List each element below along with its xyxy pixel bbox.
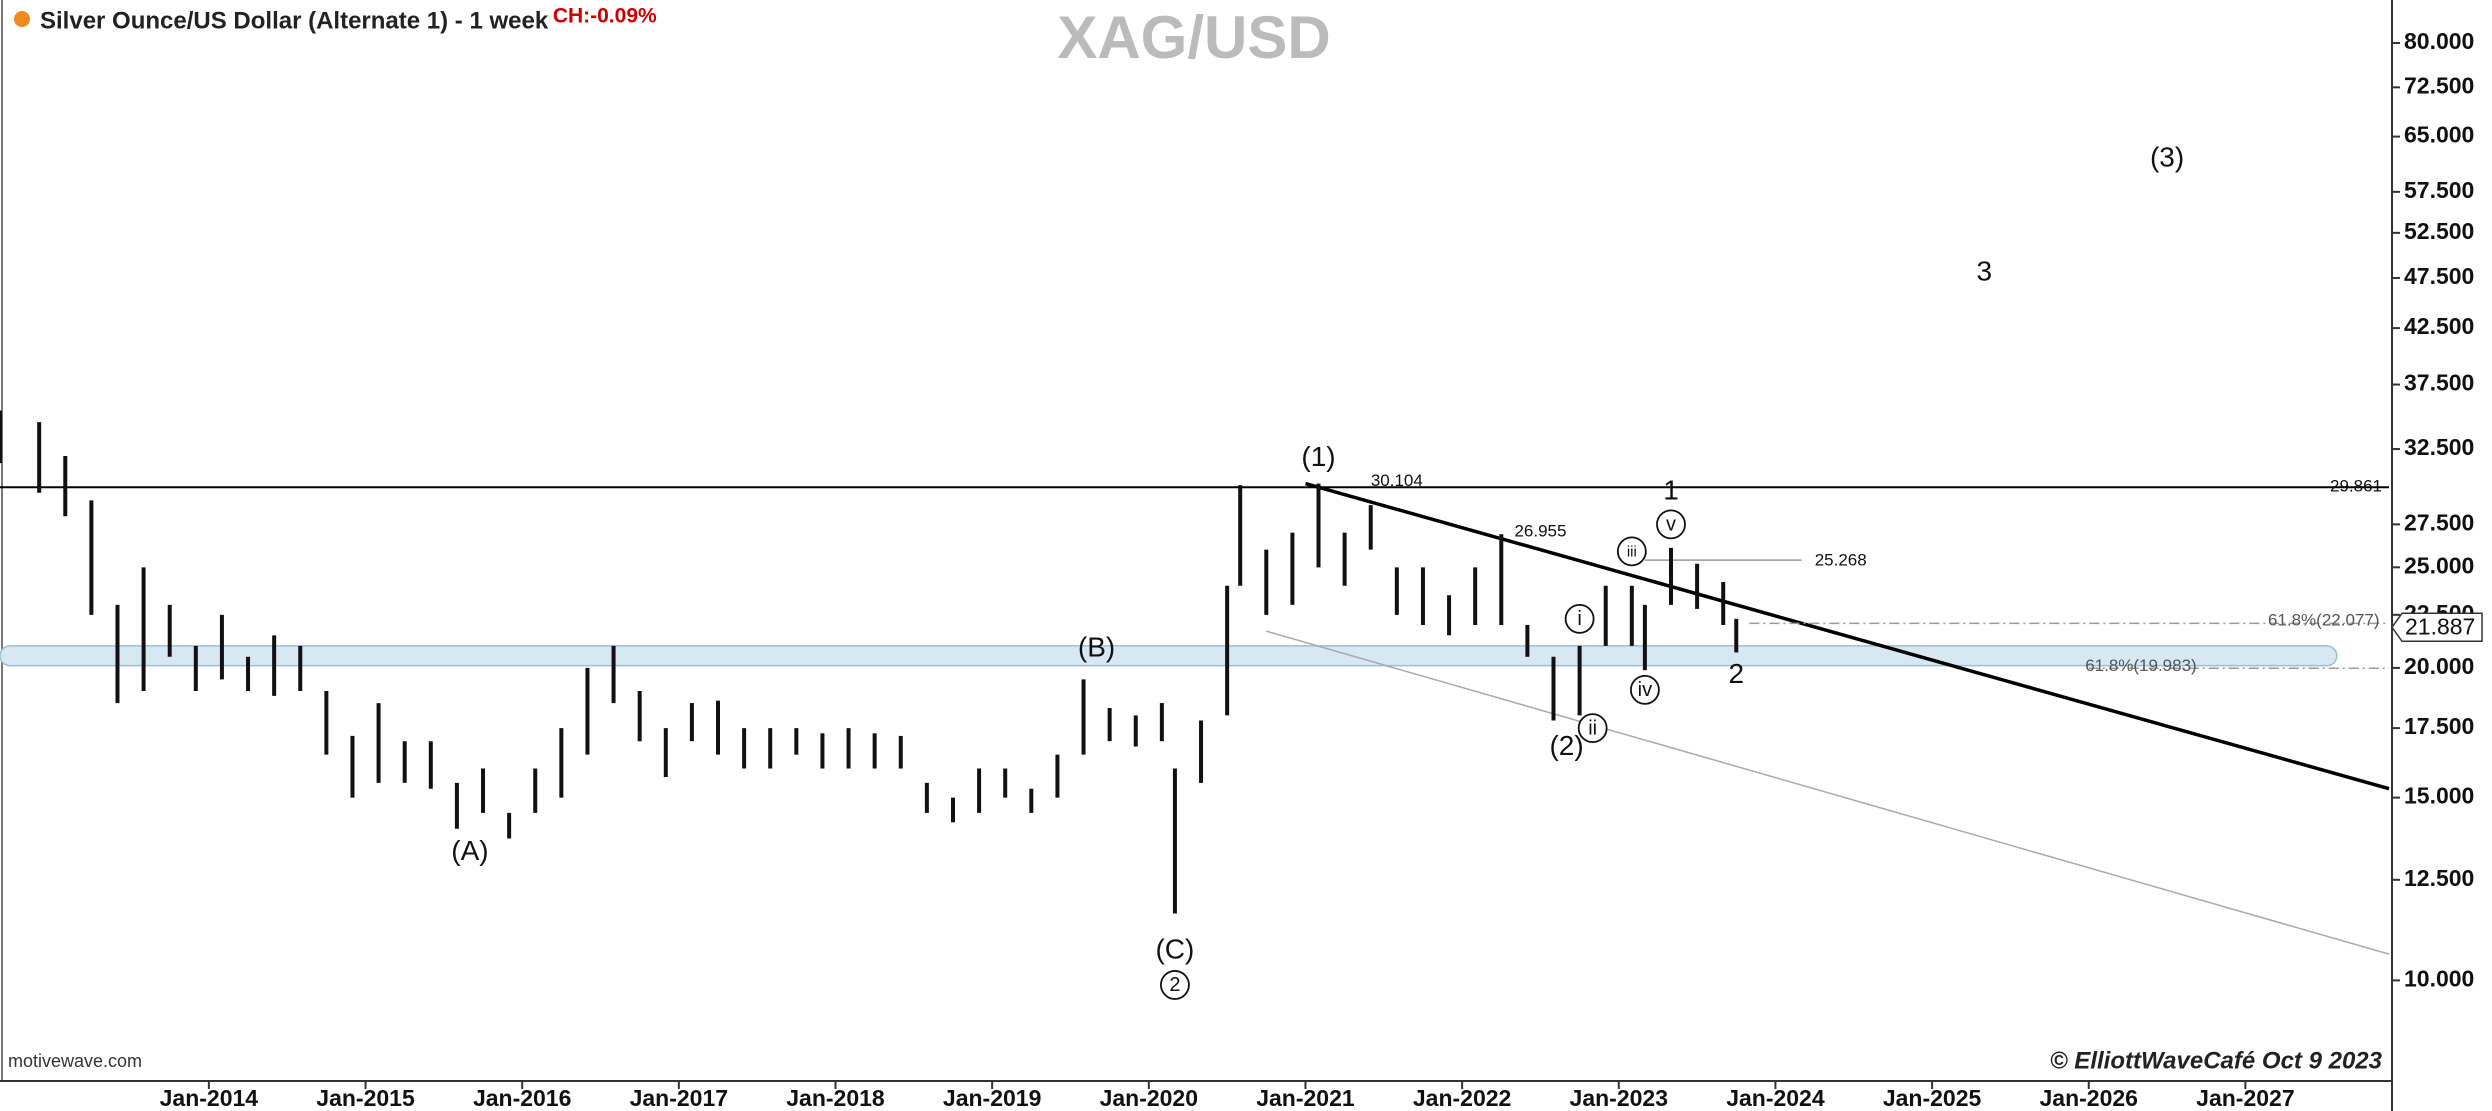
x-tick-label: Jan-2017 xyxy=(630,1085,728,1111)
wave-circle xyxy=(1160,970,1190,1000)
wave-label: iii xyxy=(1627,543,1637,560)
y-tick-label: 32.500 xyxy=(2404,434,2474,460)
status-dot xyxy=(14,11,30,27)
y-tick-label: 65.000 xyxy=(2404,122,2474,148)
source-label: motivewave.com xyxy=(8,1051,142,1071)
x-tick-label: Jan-2027 xyxy=(2196,1085,2294,1111)
trend-line xyxy=(1304,481,2390,791)
wave-label: 25.268 xyxy=(1815,551,1867,570)
x-tick-label: Jan-2014 xyxy=(160,1085,259,1111)
x-tick-label: Jan-2022 xyxy=(1413,1085,1511,1111)
x-tick-label: Jan-2018 xyxy=(786,1085,885,1111)
wave-circle xyxy=(1577,713,1608,744)
bars-layer xyxy=(0,410,1739,914)
y-tick-label: 17.500 xyxy=(2404,713,2474,739)
y-tick-label: 42.500 xyxy=(2404,313,2474,339)
y-tick-label: 25.000 xyxy=(2404,552,2474,578)
last-price-label: 21.887 xyxy=(2405,613,2475,639)
wave-label: v xyxy=(1666,514,1676,536)
wave-label: (B) xyxy=(1078,631,1115,662)
watermark: XAG/USD xyxy=(1057,4,1330,71)
x-tick-label: Jan-2015 xyxy=(316,1085,415,1111)
chart-title: Silver Ounce/US Dollar (Alternate 1) - 1… xyxy=(40,7,549,34)
last-price-box xyxy=(2391,612,2483,643)
wave-label: (A) xyxy=(451,835,488,866)
level-label: 29.861 xyxy=(2330,477,2382,496)
annotation-layer: 29.861(1)30.10426.95525.2681viiiiivii(2)… xyxy=(451,141,2382,1000)
wave-label: i xyxy=(1577,608,1581,630)
change-label: CH:-0.09% xyxy=(553,5,657,28)
x-tick-label: Jan-2025 xyxy=(1883,1085,1982,1111)
y-tick-label: 27.500 xyxy=(2404,509,2474,535)
wave-label: 61.8%(19.983) xyxy=(2085,656,2197,675)
wave-label: (C) xyxy=(1155,933,1194,964)
wave-label: 1 xyxy=(1663,475,1679,506)
wave-label: (2) xyxy=(1549,730,1583,761)
zone-layer xyxy=(0,645,2338,667)
wave-label: 2 xyxy=(1169,974,1180,996)
wave-label: ii xyxy=(1588,717,1597,739)
lines-layer xyxy=(0,481,2390,955)
wave-label: 2 xyxy=(1728,658,1744,689)
x-tick-label: Jan-2023 xyxy=(1570,1085,1668,1111)
y-tick-label: 15.000 xyxy=(2404,783,2474,809)
wave-circle xyxy=(1564,603,1595,634)
x-tick-label: Jan-2021 xyxy=(1256,1085,1355,1111)
trend-line xyxy=(1266,630,2390,955)
wave-label: 3 xyxy=(1977,256,1993,287)
y-tick-label: 80.000 xyxy=(2404,28,2474,54)
y-tick-label: 52.500 xyxy=(2404,218,2474,244)
wave-label: 30.104 xyxy=(1371,471,1423,490)
wave-circle xyxy=(1656,509,1686,540)
x-tick-label: Jan-2016 xyxy=(473,1085,571,1111)
y-tick-label: 72.500 xyxy=(2404,72,2474,98)
support-zone xyxy=(0,645,2338,667)
wave-label: (1) xyxy=(1301,441,1335,472)
wave-circle xyxy=(1629,674,1660,705)
wave-label: 61.8%(22.077) xyxy=(2268,610,2380,629)
y-tick-label: 57.500 xyxy=(2404,177,2474,203)
credit-label: © ElliottWaveCafé Oct 9 2023 xyxy=(2050,1047,2383,1074)
y-tick-label: 20.000 xyxy=(2404,653,2474,679)
y-tick-label: 10.000 xyxy=(2404,965,2474,991)
wave-label: (3) xyxy=(2150,141,2184,172)
x-tick-label: Jan-2020 xyxy=(1100,1085,1198,1111)
y-tick-label: 37.500 xyxy=(2404,370,2474,396)
x-tick-label: Jan-2024 xyxy=(1726,1085,1825,1111)
wave-circle xyxy=(1616,536,1647,567)
wave-label: iv xyxy=(1638,679,1652,701)
y-tick-label: 47.500 xyxy=(2404,263,2474,289)
x-tick-label: Jan-2019 xyxy=(943,1085,1041,1111)
y-tick-label: 12.500 xyxy=(2404,865,2474,891)
x-tick-label: Jan-2026 xyxy=(2040,1085,2138,1111)
wave-label: 26.955 xyxy=(1514,521,1566,540)
